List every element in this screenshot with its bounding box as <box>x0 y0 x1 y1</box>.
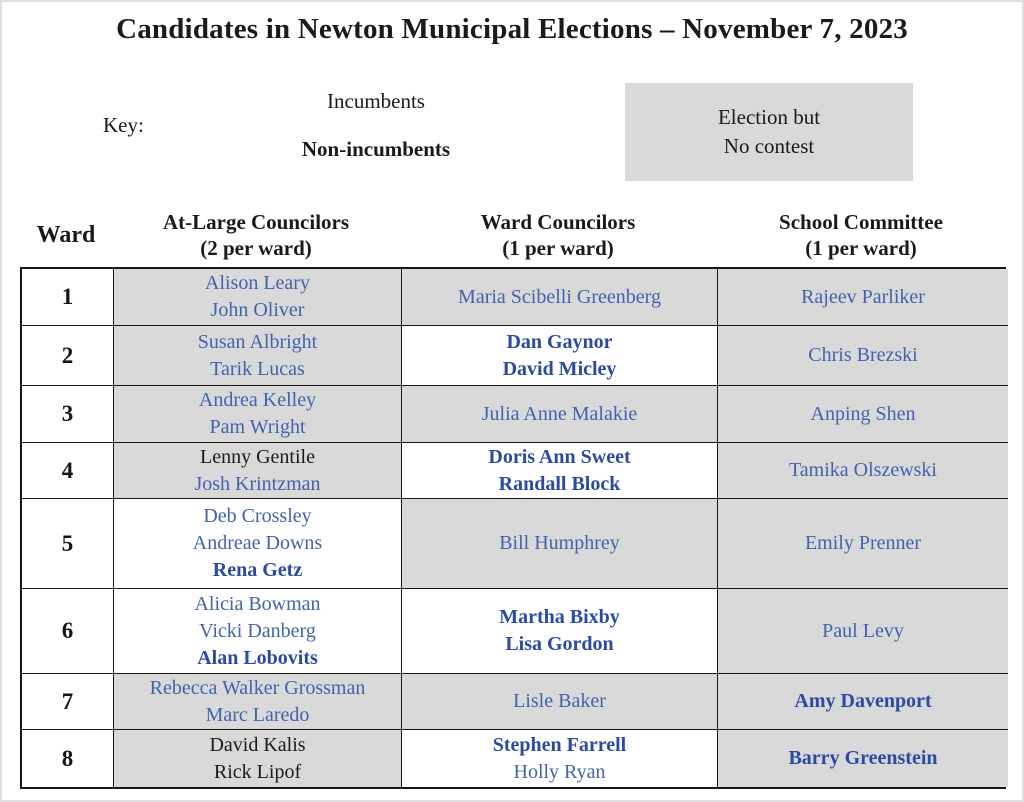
candidate-name-link[interactable]: Emily Prenner <box>804 532 922 554</box>
ward-number: 5 <box>61 530 74 556</box>
candidate-name-link[interactable]: Bill Humphrey <box>499 532 620 554</box>
candidate-name-link[interactable]: John Oliver <box>210 299 305 321</box>
key-label: Key: <box>103 113 144 137</box>
cell-ward7-school-committee: Amy Davenport <box>718 674 1008 730</box>
ward-number-cell: 8 <box>22 730 114 787</box>
candidate-name-link[interactable]: Andreae Downs <box>192 532 323 554</box>
candidate-name: David Kalis <box>209 733 306 756</box>
column-header-ward: Ward <box>20 205 112 265</box>
ward-number-cell: 5 <box>22 499 114 589</box>
column-header-at-large-label: At-Large Councilors <box>162 210 350 234</box>
key-incumbents-label: Incumbents <box>327 89 425 113</box>
candidate-name-link[interactable]: Barry Greenstein <box>788 747 938 769</box>
candidate-name-link[interactable]: Marc Laredo <box>205 703 310 726</box>
table-header-row: Ward At-Large Councilors (2 per ward) Wa… <box>20 205 1006 265</box>
candidate-name-link[interactable]: Vicki Danberg <box>199 619 316 642</box>
column-header-school-committee: School Committee (1 per ward) <box>716 205 1006 265</box>
cell-ward1-at-large: Alison Leary John Oliver <box>114 269 402 326</box>
ward-number: 6 <box>61 618 74 643</box>
candidate-name: Rick Lipof <box>213 760 302 783</box>
candidate-name-link[interactable]: Paul Levy <box>822 619 904 642</box>
cell-ward6-ward-councilors: Martha Bixby Lisa Gordon <box>402 589 718 674</box>
candidate-name-link[interactable]: Amy Davenport <box>794 690 932 712</box>
candidate-name-link[interactable]: Dan Gaynor <box>506 330 613 353</box>
candidate-name-link[interactable]: Stephen Farrell <box>492 733 627 756</box>
cell-ward1-ward-councilors: Maria Scibelli Greenberg <box>402 269 718 326</box>
candidate-name-link[interactable]: Alan Lobovits <box>197 646 318 669</box>
cell-ward7-ward-councilors: Lisle Baker <box>402 674 718 730</box>
cell-ward6-school-committee: Paul Levy <box>718 589 1008 674</box>
cell-ward4-at-large: Lenny Gentile Josh Krintzman <box>114 443 402 499</box>
candidate-name-link[interactable]: Susan Albright <box>197 330 318 353</box>
ward-number-cell: 3 <box>22 386 114 443</box>
candidate-name-link[interactable]: Andrea Kelley <box>198 389 317 411</box>
column-header-ward-councilors-label: Ward Councilors <box>480 210 636 234</box>
ward-number-cell: 2 <box>22 326 114 386</box>
column-header-school-committee-label: School Committee <box>779 210 943 234</box>
column-header-ward-label: Ward <box>36 222 96 248</box>
ward-number-cell: 7 <box>22 674 114 730</box>
candidate-name-link[interactable]: Alison Leary <box>205 272 310 294</box>
ward-number-cell: 1 <box>22 269 114 326</box>
cell-ward2-school-committee: Chris Brezski <box>718 326 1008 386</box>
candidate-name-link[interactable]: Doris Ann Sweet <box>488 445 631 468</box>
candidate-name-link[interactable]: Pam Wright <box>209 416 306 438</box>
key-non-incumbents-label: Non-incumbents <box>301 137 451 161</box>
cell-ward8-school-committee: Barry Greenstein <box>718 730 1008 787</box>
cell-ward3-ward-councilors: Julia Anne Malakie <box>402 386 718 443</box>
cell-ward6-at-large: Alicia Bowman Vicki Danberg Alan Lobovits <box>114 589 402 674</box>
column-header-ward-councilors: Ward Councilors (1 per ward) <box>400 205 716 265</box>
candidate-name-link[interactable]: Holly Ryan <box>513 760 606 783</box>
candidate-name-link[interactable]: Maria Scibelli Greenberg <box>458 285 661 308</box>
candidate-name-link[interactable]: Lisa Gordon <box>505 633 614 655</box>
page-title: Candidates in Newton Municipal Elections… <box>116 13 908 45</box>
candidate-name-link[interactable]: Anping Shen <box>810 402 916 425</box>
cell-ward5-ward-councilors: Bill Humphrey <box>402 499 718 589</box>
cell-ward8-ward-councilors: Stephen Farrell Holly Ryan <box>402 730 718 787</box>
no-contest-legend-line1: Election but <box>717 105 821 129</box>
candidate-name-link[interactable]: Lisle Baker <box>513 690 606 712</box>
cell-ward4-ward-councilors: Doris Ann Sweet Randall Block <box>402 443 718 499</box>
ward-number-cell: 4 <box>22 443 114 499</box>
cell-ward3-school-committee: Anping Shen <box>718 386 1008 443</box>
column-header-at-large-councilors: At-Large Councilors (2 per ward) <box>112 205 400 265</box>
candidate-name-link[interactable]: Rajeev Parliker <box>801 285 925 308</box>
ward-number: 2 <box>61 342 74 368</box>
cell-ward2-ward-councilors: Dan Gaynor David Micley <box>402 326 718 386</box>
candidate-name: Lenny Gentile <box>200 445 315 468</box>
cell-ward7-at-large: Rebecca Walker Grossman Marc Laredo <box>114 674 402 730</box>
candidate-name-link[interactable]: Julia Anne Malakie <box>481 402 638 425</box>
ward-number: 1 <box>61 284 74 309</box>
candidate-name-link[interactable]: David Micley <box>502 357 617 380</box>
ward-number: 4 <box>61 457 74 483</box>
candidate-name-link[interactable]: Martha Bixby <box>499 606 620 628</box>
candidate-name-link[interactable]: Deb Crossley <box>203 505 312 527</box>
ward-number-cell: 6 <box>22 589 114 674</box>
cell-ward3-at-large: Andrea Kelley Pam Wright <box>114 386 402 443</box>
cell-ward4-school-committee: Tamika Olszewski <box>718 443 1008 499</box>
ward-number: 3 <box>61 401 74 426</box>
column-header-at-large-sub: (2 per ward) <box>200 236 312 260</box>
candidate-name-link[interactable]: Randall Block <box>498 472 621 495</box>
ward-number: 8 <box>61 745 74 771</box>
candidate-name-link[interactable]: Tamika Olszewski <box>788 459 937 481</box>
no-contest-legend: Election but No contest <box>625 83 913 181</box>
candidate-name-link[interactable]: Rena Getz <box>212 559 303 581</box>
no-contest-legend-line2: No contest <box>723 134 815 158</box>
candidate-name-link[interactable]: Josh Krintzman <box>194 472 321 495</box>
candidates-table: 1 Alison Leary John Oliver Maria Scibelli G… <box>20 267 1008 789</box>
candidate-name-link[interactable]: Tarik Lucas <box>210 357 305 380</box>
column-header-ward-councilors-sub: (1 per ward) <box>502 236 614 260</box>
column-header-school-committee-sub: (1 per ward) <box>805 236 917 260</box>
ward-number: 7 <box>61 688 74 714</box>
candidate-name-link[interactable]: Alicia Bowman <box>194 592 321 615</box>
cell-ward5-at-large: Deb Crossley Andreae Downs Rena Getz <box>114 499 402 589</box>
cell-ward5-school-committee: Emily Prenner <box>718 499 1008 589</box>
cell-ward2-at-large: Susan Albright Tarik Lucas <box>114 326 402 386</box>
cell-ward1-school-committee: Rajeev Parliker <box>718 269 1008 326</box>
candidate-name-link[interactable]: Chris Brezski <box>808 344 918 366</box>
cell-ward8-at-large: David Kalis Rick Lipof <box>114 730 402 787</box>
candidate-name-link[interactable]: Rebecca Walker Grossman <box>149 676 366 699</box>
